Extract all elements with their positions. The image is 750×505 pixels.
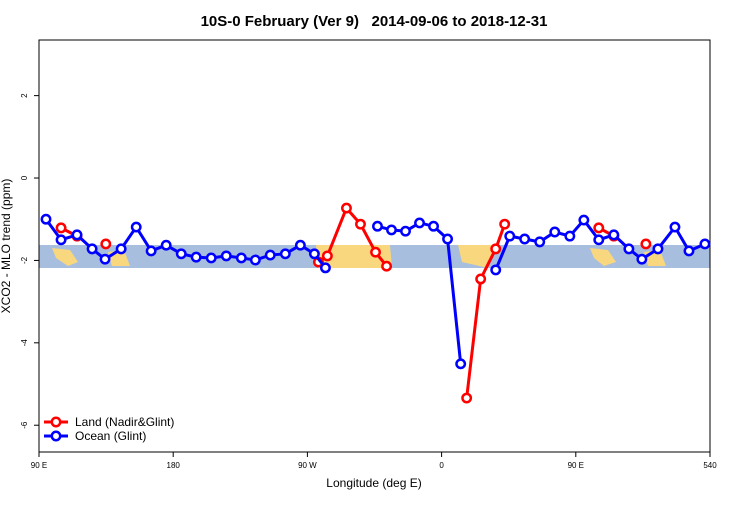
data-point (386, 224, 397, 236)
data-point (115, 243, 127, 255)
data-point (100, 238, 112, 250)
data-point (442, 233, 454, 245)
data-point (55, 234, 67, 246)
data-point (130, 221, 142, 233)
chart-title: 10S-0 February (Ver 9) 2014-09-06 to 201… (201, 13, 548, 30)
data-point (504, 230, 516, 242)
x-tick-label: 90 W (298, 461, 317, 470)
data-point (593, 222, 605, 234)
x-tick-label: 540 (703, 461, 717, 470)
x-tick-label: 90 E (31, 461, 47, 470)
data-point (652, 243, 664, 255)
data-point (490, 243, 502, 255)
data-point (636, 253, 648, 265)
y-axis-label: XCO2 - MLO trend (ppm) (0, 179, 13, 314)
x-axis-label: Longitude (deg E) (326, 476, 421, 490)
data-point (86, 243, 98, 255)
data-point (428, 220, 439, 232)
legend-label: Land (Nadir&Glint) (75, 415, 174, 429)
data-point (308, 248, 320, 260)
data-point (564, 230, 576, 242)
legend-marker (50, 416, 62, 428)
data-point (220, 250, 232, 262)
data-point (400, 225, 411, 237)
data-point (355, 218, 366, 230)
legend: Land (Nadir&Glint)Ocean (Glint) (44, 415, 174, 443)
legend-label: Ocean (Glint) (75, 429, 146, 443)
series-line (44, 217, 706, 364)
y-tick-label: 2 (20, 93, 29, 98)
x-tick-label: 180 (167, 461, 181, 470)
data-point (699, 238, 711, 250)
data-point (623, 243, 635, 255)
data-point (519, 233, 531, 245)
data-point (640, 238, 652, 250)
data-point (71, 229, 83, 241)
y-tick-label: -4 (20, 339, 29, 347)
data-point (279, 248, 291, 260)
data-point (370, 246, 381, 258)
data-point (455, 358, 467, 370)
data-point (145, 245, 157, 257)
data-point (249, 254, 261, 266)
data-point (341, 202, 352, 214)
data-point (490, 264, 502, 276)
data-point (683, 245, 695, 257)
data-point (294, 239, 306, 251)
y-tick-label: 0 (20, 175, 29, 180)
land-patch (52, 245, 666, 268)
x-tick-label: 0 (439, 461, 444, 470)
data-point (414, 217, 425, 229)
data-point (669, 221, 681, 233)
series-line (61, 208, 646, 398)
data-point (235, 252, 247, 264)
data-point (381, 260, 393, 272)
data-point (608, 229, 620, 241)
data-point (461, 392, 473, 404)
data-point (578, 214, 590, 226)
data-point (593, 234, 605, 246)
x-tick-label: 90 E (568, 461, 584, 470)
data-point (549, 226, 561, 238)
data-point (319, 262, 331, 274)
data-point (321, 250, 333, 262)
y-tick-label: -6 (20, 421, 29, 429)
data-point (499, 218, 511, 230)
data-point (99, 253, 111, 265)
data-point (534, 236, 546, 248)
data-point (205, 252, 217, 264)
data-point (40, 213, 52, 225)
data-point (55, 222, 67, 234)
plot-frame (38, 39, 711, 453)
data-point (160, 239, 172, 251)
data-point (475, 273, 487, 285)
y-tick-label: -2 (20, 256, 29, 264)
data-point (190, 251, 202, 263)
data-point (264, 249, 276, 261)
legend-marker (50, 430, 62, 442)
data-point (372, 220, 383, 232)
data-point (175, 248, 187, 260)
